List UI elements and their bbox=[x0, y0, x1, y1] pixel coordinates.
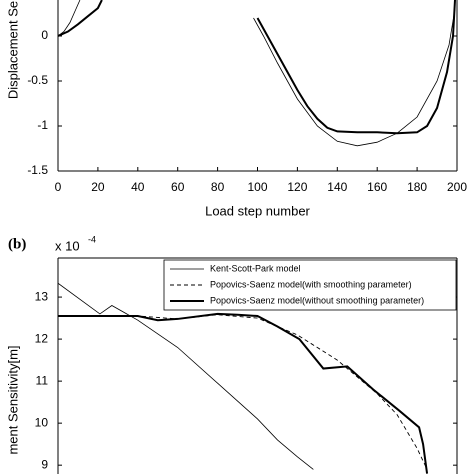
series-line bbox=[58, 314, 428, 470]
x-tick-label: 20 bbox=[91, 180, 105, 194]
panel-label: (b) bbox=[8, 236, 26, 252]
y-axis-label: Displacement Se bbox=[5, 1, 20, 99]
series-line bbox=[58, 0, 457, 135]
legend-label: Kent-Scott-Park model bbox=[210, 263, 301, 273]
x-tick-label: 120 bbox=[287, 180, 307, 194]
legend-box bbox=[163, 259, 457, 311]
x-tick-label: 180 bbox=[407, 180, 427, 194]
series-line bbox=[58, 282, 314, 470]
x-tick-label: 0 bbox=[55, 180, 62, 194]
x-tick-label: 140 bbox=[327, 180, 347, 194]
x-tick-label: 40 bbox=[131, 180, 145, 194]
x-tick-label: 60 bbox=[171, 180, 185, 194]
y-tick-label: -1.5 bbox=[27, 163, 48, 177]
y-tick-label: -1 bbox=[37, 118, 48, 132]
y-tick-label: 12 bbox=[35, 331, 49, 345]
y-axis-label: ment Sensitivity[m] bbox=[5, 345, 20, 454]
y-tick-label: -0.5 bbox=[27, 73, 48, 87]
x-tick-label: 100 bbox=[247, 180, 267, 194]
series-line bbox=[58, 0, 456, 147]
axis-exponent: -4 bbox=[88, 234, 96, 244]
y-tick-label: 11 bbox=[36, 373, 49, 387]
y-tick-label: 13 bbox=[35, 289, 49, 303]
x-axis-label: Load step number bbox=[205, 203, 310, 218]
legend-label: Popovics-Saenz model(without smoothing p… bbox=[210, 295, 424, 305]
y-tick-label: 10 bbox=[35, 415, 49, 429]
legend-label: Popovics-Saenz model(with smoothing para… bbox=[210, 279, 412, 289]
x-tick-label: 160 bbox=[367, 180, 387, 194]
series-line bbox=[58, 312, 429, 474]
axis-multiplier: x 10 bbox=[55, 238, 80, 253]
x-tick-label: 200 bbox=[447, 180, 467, 194]
x-tick-label: 80 bbox=[211, 180, 225, 194]
y-tick-label: 9 bbox=[41, 457, 48, 471]
y-tick-label: 0 bbox=[41, 28, 48, 42]
